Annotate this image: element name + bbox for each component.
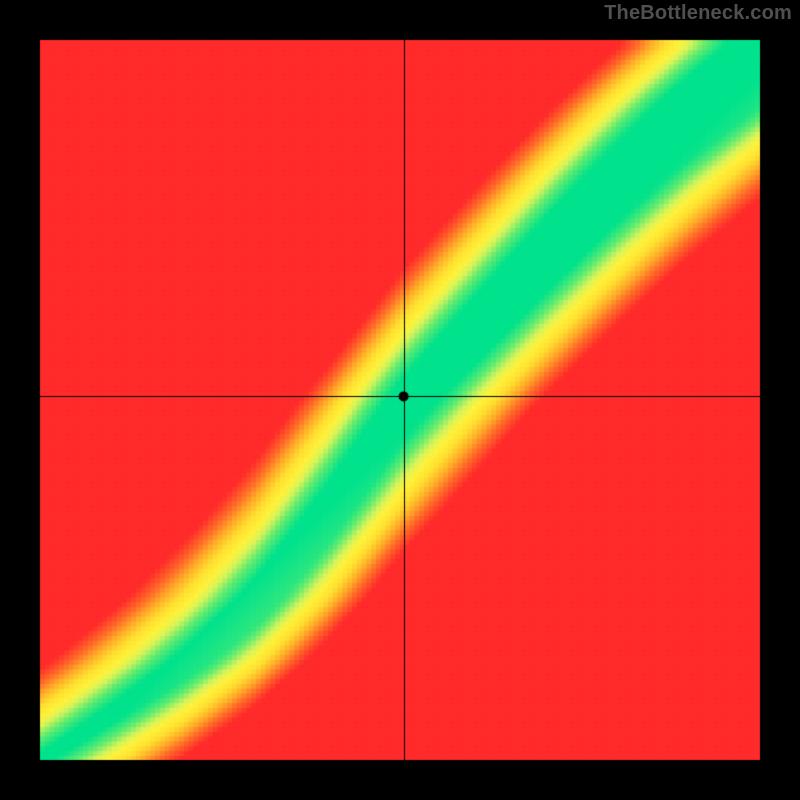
watermark-text: TheBottleneck.com xyxy=(604,2,792,25)
chart-container: TheBottleneck.com xyxy=(0,0,800,800)
bottleneck-heatmap-canvas xyxy=(0,0,800,800)
